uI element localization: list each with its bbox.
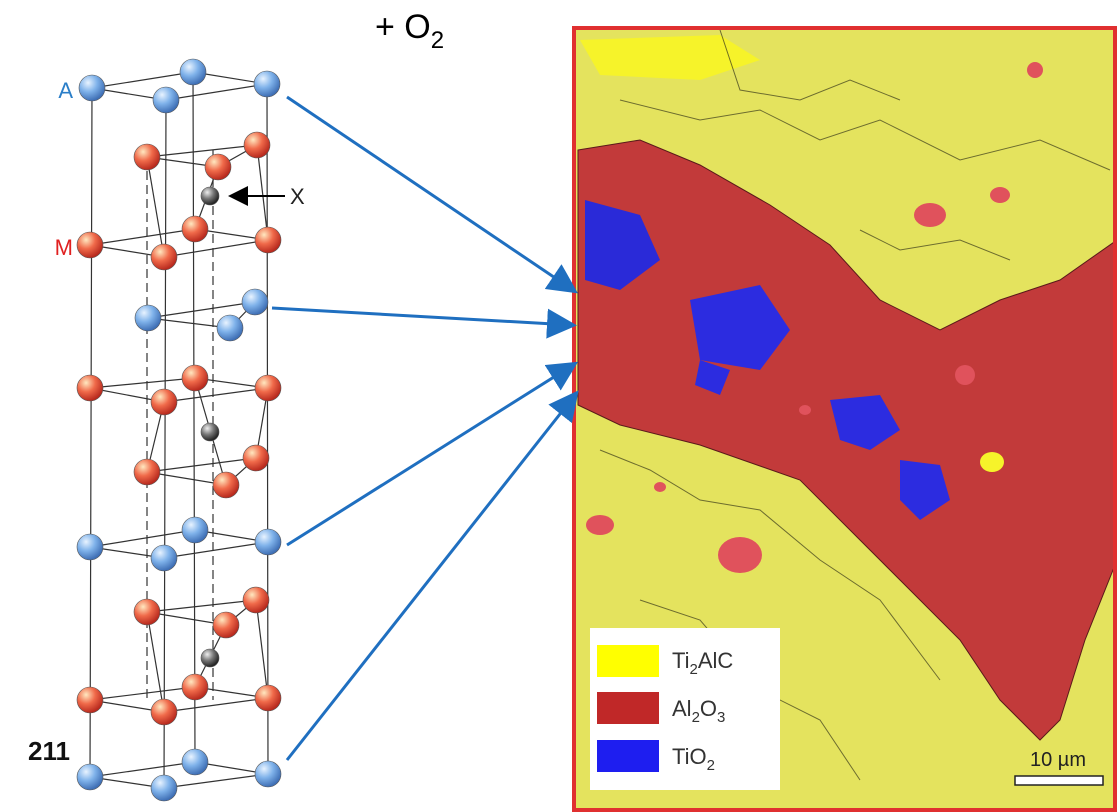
a-atom — [77, 764, 103, 790]
x-atom — [201, 423, 219, 441]
m-atom — [255, 375, 281, 401]
m-atom — [151, 699, 177, 725]
a-atom — [77, 534, 103, 560]
m-atom — [151, 244, 177, 270]
atom-label: X — [290, 184, 305, 209]
legend-text: Al — [672, 696, 692, 721]
unit-cell — [90, 72, 268, 788]
title-text: + O — [375, 8, 431, 46]
legend-sub: 3 — [717, 709, 725, 726]
m-atom — [255, 227, 281, 253]
a-atom — [255, 761, 281, 787]
title-sub: 2 — [431, 27, 444, 54]
atom-label: M — [55, 235, 73, 260]
legend-text: AlC — [698, 648, 734, 673]
legend-text: TiO — [672, 744, 707, 769]
legend-swatch — [597, 740, 659, 772]
a-atom — [79, 75, 105, 101]
m-atom — [134, 599, 160, 625]
m-atom — [151, 389, 177, 415]
page: {"title": {"prefix": "+ O", "sub": "2"},… — [0, 0, 1117, 812]
m-atom — [243, 587, 269, 613]
a-atom — [255, 529, 281, 555]
a-atom — [153, 87, 179, 113]
m-atom — [213, 472, 239, 498]
a-atom — [151, 545, 177, 571]
m-atom — [77, 232, 103, 258]
m-atom — [205, 154, 231, 180]
a-atom — [135, 305, 161, 331]
legend-sub: 2 — [690, 661, 698, 678]
m-atom — [77, 375, 103, 401]
atoms — [77, 59, 281, 801]
a-atom — [254, 71, 280, 97]
m-atom — [213, 612, 239, 638]
a-atom — [180, 59, 206, 85]
m-atom — [182, 674, 208, 700]
legend-text: O — [700, 696, 717, 721]
scale-bar-label: 10 µm — [1030, 749, 1086, 771]
phase-map: Ti2AlC Al2O3 TiO2 10 µm — [573, 27, 1117, 812]
legend-sub: 2 — [692, 709, 700, 726]
x-atom — [201, 187, 219, 205]
a-atom — [217, 315, 243, 341]
legend-swatch — [597, 645, 659, 677]
legend-sub: 2 — [707, 757, 715, 774]
m-atom — [77, 687, 103, 713]
m-atom — [244, 132, 270, 158]
a-atom — [182, 749, 208, 775]
structure-label: 211 — [28, 736, 70, 766]
a-atom — [242, 289, 268, 315]
atom-label: A — [58, 78, 73, 103]
arrows — [272, 97, 575, 760]
m-atom — [182, 365, 208, 391]
a-atom — [151, 775, 177, 801]
a-atom — [182, 517, 208, 543]
m-atom — [182, 216, 208, 242]
title: + O2 — [375, 8, 444, 54]
legend-text: Ti — [672, 648, 690, 673]
m-atom — [134, 459, 160, 485]
scale-bar — [1015, 776, 1103, 785]
m-atom — [243, 445, 269, 471]
legend-swatch — [597, 692, 659, 724]
x-atom — [201, 649, 219, 667]
grain — [980, 452, 1004, 472]
m-atom — [134, 144, 160, 170]
m-atom — [255, 685, 281, 711]
figure: + O2 Ti2AlC Al2O3 TiO2 10 µm — [0, 0, 1117, 812]
